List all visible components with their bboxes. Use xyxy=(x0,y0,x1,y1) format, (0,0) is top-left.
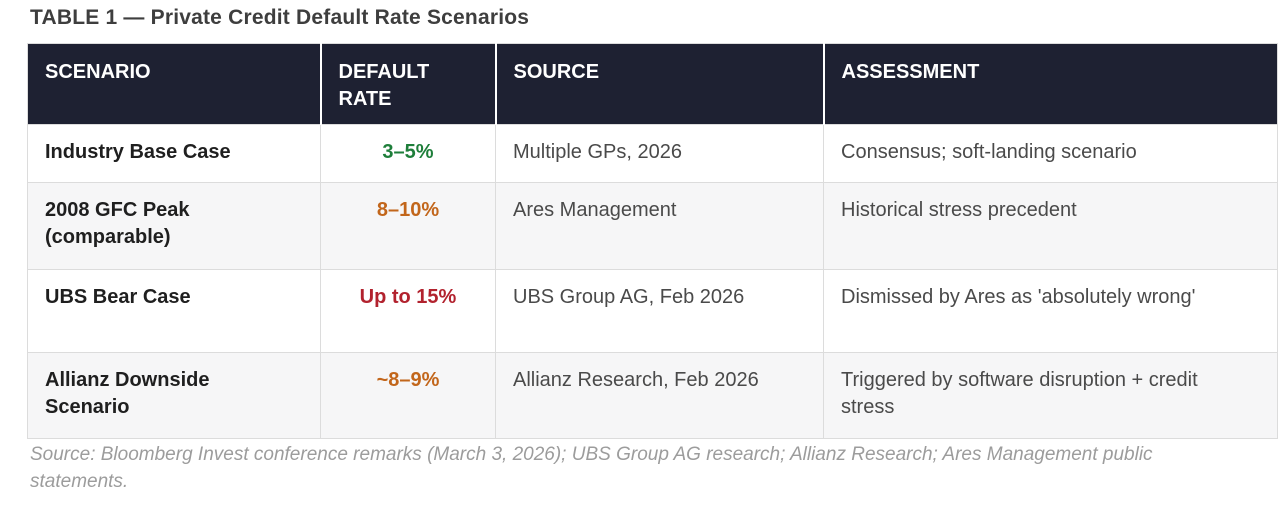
assessment-cell: Consensus; soft-landing scenario xyxy=(823,124,1278,183)
column-header-assessment: ASSESSMENT xyxy=(822,43,1278,125)
column-header-default-rate: DEFAULT RATE xyxy=(319,43,496,125)
assessment-cell: Historical stress precedent xyxy=(823,182,1278,270)
default-rate-scenarios-table: SCENARIO DEFAULT RATE SOURCE ASSESSMENT … xyxy=(27,43,1278,439)
table-title: TABLE 1 — Private Credit Default Rate Sc… xyxy=(30,6,530,29)
table-row-ubs-bear-case: UBS Bear Case Up to 15% UBS Group AG, Fe… xyxy=(27,269,1278,353)
assessment-cell: Dismissed by Ares as 'absolutely wrong' xyxy=(823,269,1278,353)
source-cell: Ares Management xyxy=(495,182,824,270)
scenario-cell: Allianz Downside Scenario xyxy=(27,352,321,439)
column-header-scenario: SCENARIO xyxy=(27,43,321,125)
default-rate-cell: ~8–9% xyxy=(320,352,496,439)
source-cell: Allianz Research, Feb 2026 xyxy=(495,352,824,439)
assessment-cell: Triggered by software disruption + credi… xyxy=(823,352,1278,439)
default-rate-cell: 8–10% xyxy=(320,182,496,270)
scenario-cell: UBS Bear Case xyxy=(27,269,321,353)
table-row-allianz-downside: Allianz Downside Scenario ~8–9% Allianz … xyxy=(27,352,1278,439)
source-cell: Multiple GPs, 2026 xyxy=(495,124,824,183)
table-row-industry-base-case: Industry Base Case 3–5% Multiple GPs, 20… xyxy=(27,124,1278,183)
column-header-source: SOURCE xyxy=(494,43,824,125)
header-row: SCENARIO DEFAULT RATE SOURCE ASSESSMENT xyxy=(27,43,1278,125)
default-rate-cell: Up to 15% xyxy=(320,269,496,353)
default-rate-cell: 3–5% xyxy=(320,124,496,183)
scenario-cell: 2008 GFC Peak (comparable) xyxy=(27,182,321,270)
scenario-cell: Industry Base Case xyxy=(27,124,321,183)
table-row-2008-gfc-peak: 2008 GFC Peak (comparable) 8–10% Ares Ma… xyxy=(27,182,1278,270)
source-cell: UBS Group AG, Feb 2026 xyxy=(495,269,824,353)
source-footnote: Source: Bloomberg Invest conference rema… xyxy=(30,444,1153,492)
